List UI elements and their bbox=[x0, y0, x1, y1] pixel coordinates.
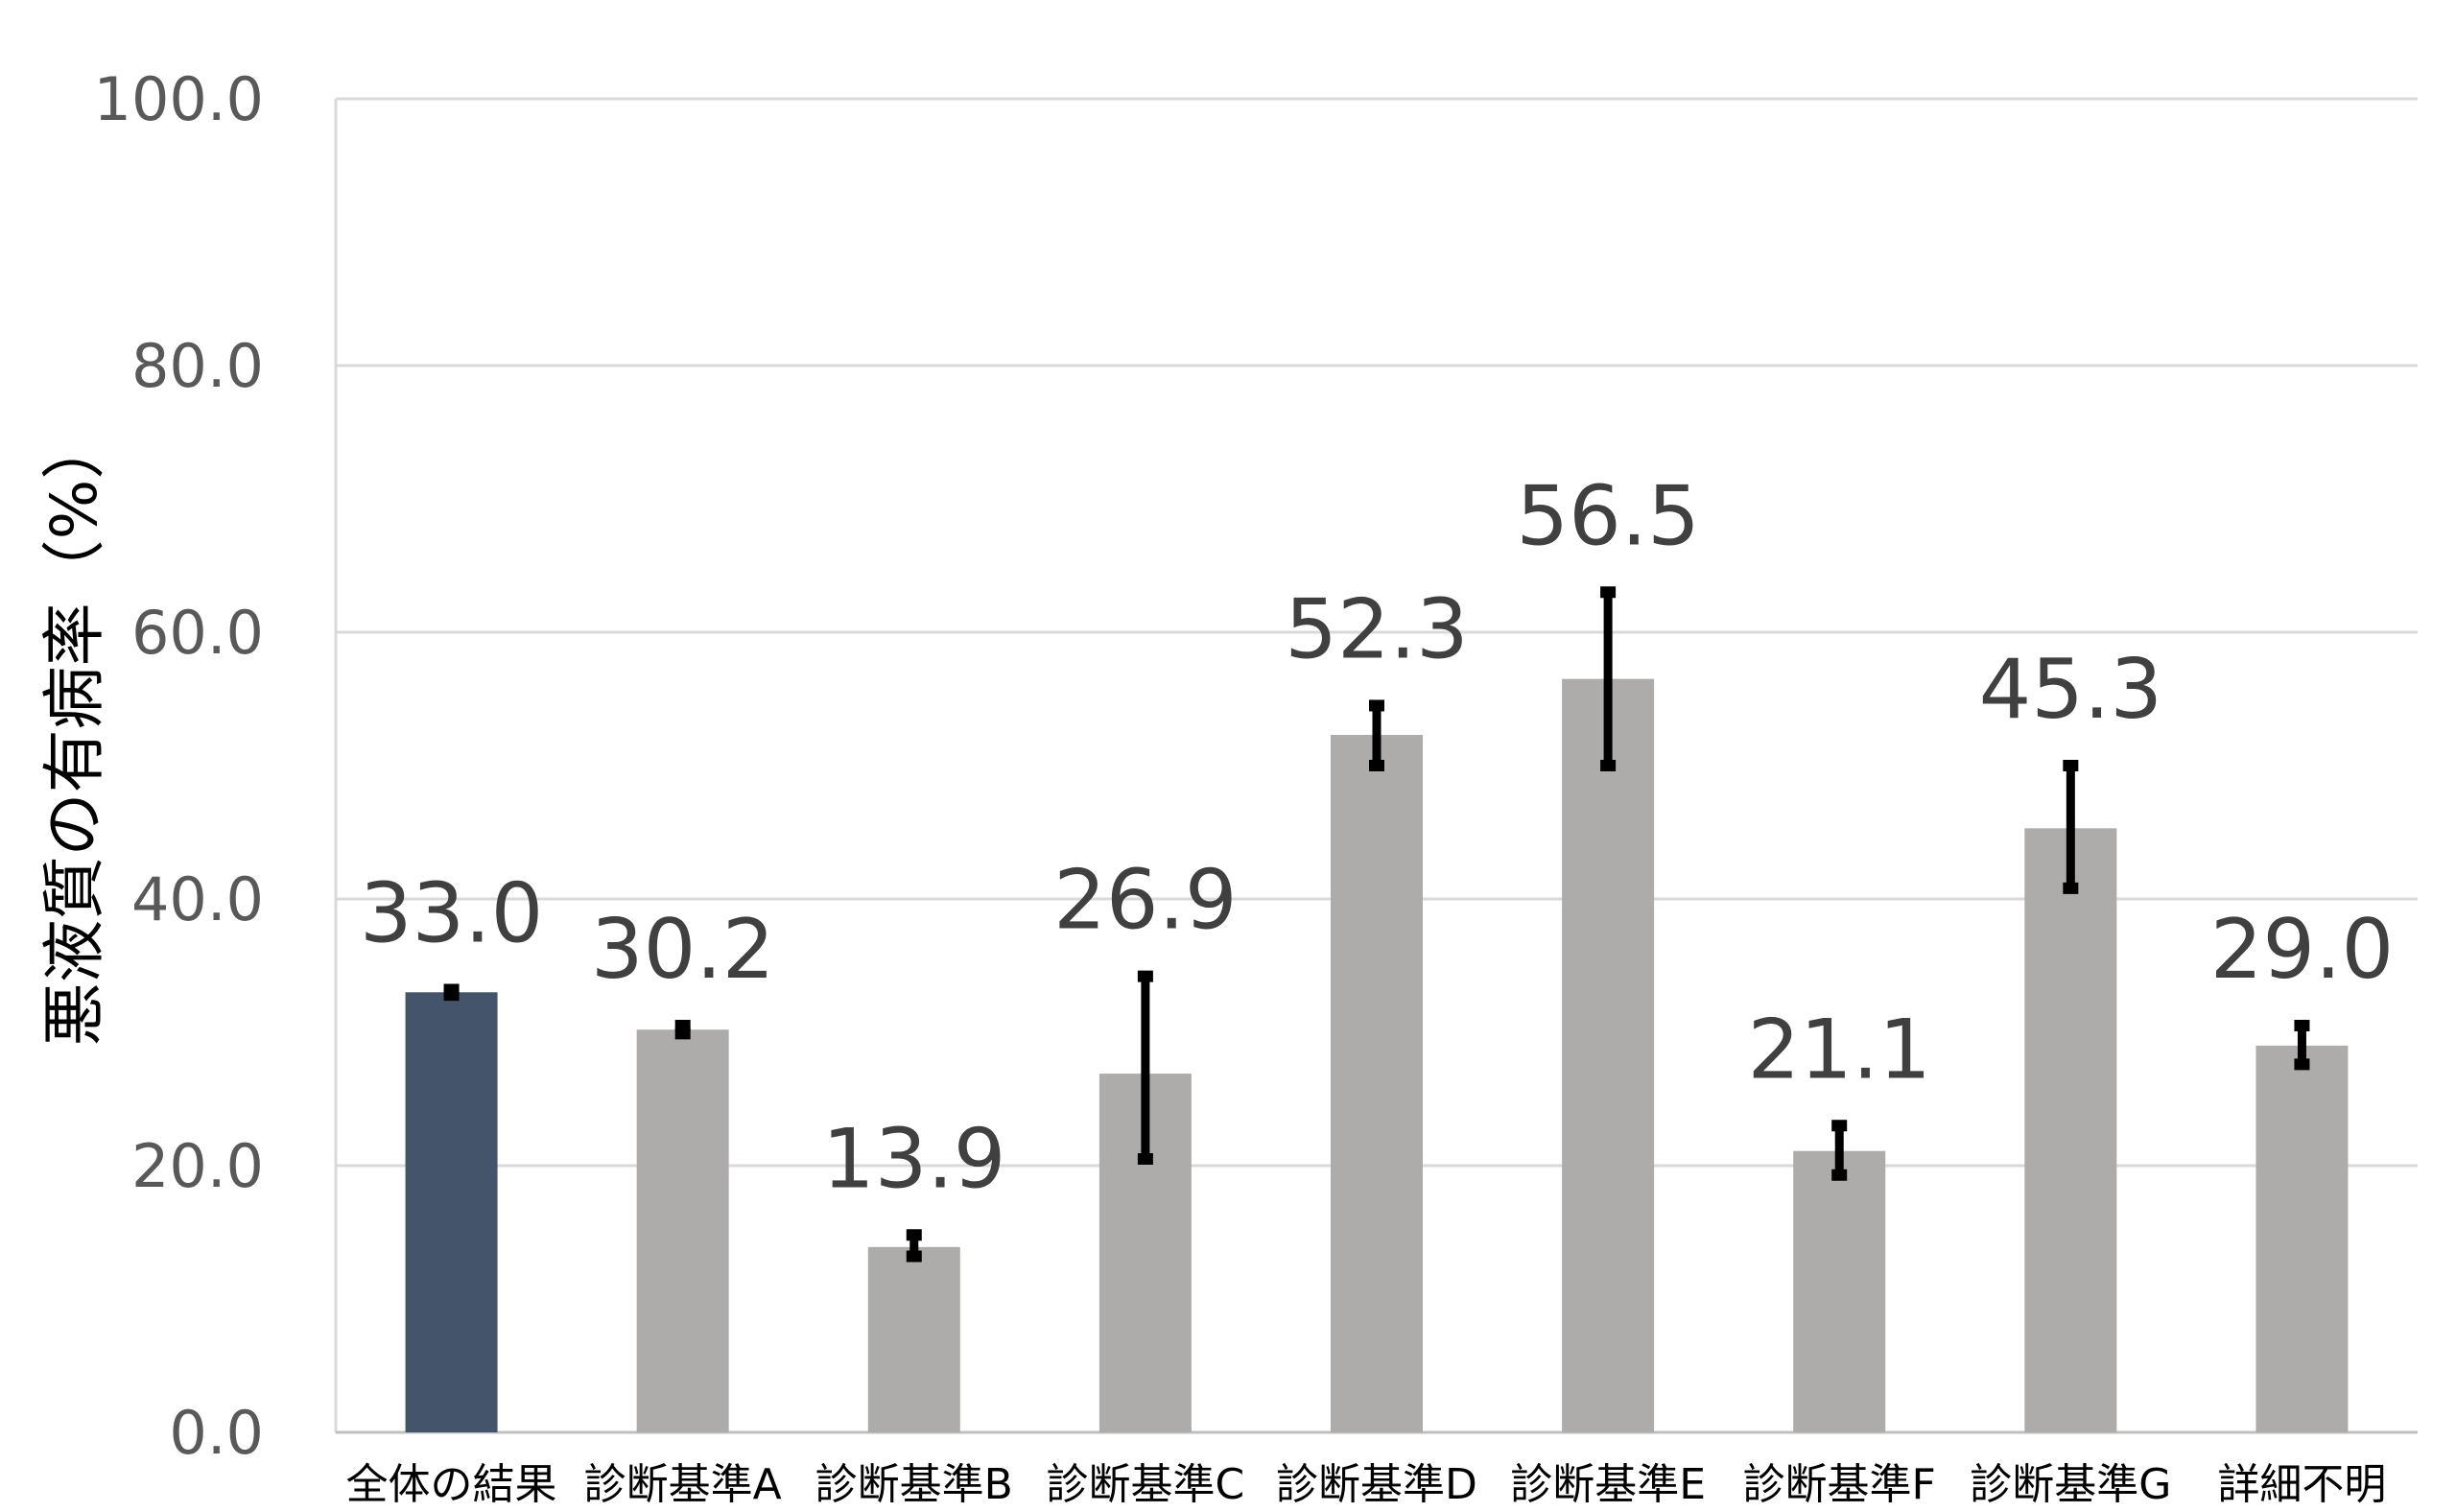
bar bbox=[2024, 828, 2117, 1432]
error-bars bbox=[443, 586, 2310, 1263]
error-bar bbox=[906, 1229, 922, 1263]
bars bbox=[405, 678, 2349, 1432]
data-label: 33.0 bbox=[360, 866, 543, 962]
y-tick-label: 20.0 bbox=[131, 1131, 264, 1201]
error-bar bbox=[1831, 1120, 1848, 1181]
x-tick-label: 診断基準A bbox=[584, 1460, 782, 1509]
error-bar bbox=[2063, 760, 2079, 894]
y-tick-label: 80.0 bbox=[131, 331, 264, 401]
x-tick-labels: 全体の結果 診断基準A 診断基準B 診断基準C 診断基準D 診断基準E 診断基準F 診断基準G… bbox=[346, 1460, 2387, 1509]
error-bar bbox=[1369, 699, 1384, 771]
error-bar bbox=[443, 983, 460, 1002]
x-tick-label: 診断基準F bbox=[1743, 1460, 1936, 1509]
bar bbox=[405, 992, 498, 1432]
error-bar bbox=[2294, 1020, 2310, 1071]
data-label: 21.1 bbox=[1747, 1002, 1930, 1098]
x-tick-label: 診断基準D bbox=[1276, 1460, 1477, 1509]
y-tick-label: 60.0 bbox=[131, 598, 264, 668]
data-label: 52.3 bbox=[1285, 581, 1468, 677]
y-tick-label: 0.0 bbox=[169, 1398, 264, 1468]
y-tick-label: 100.0 bbox=[94, 64, 265, 134]
data-label: 56.5 bbox=[1516, 468, 1699, 564]
data-label: 45.3 bbox=[1979, 642, 2162, 738]
error-bar bbox=[1600, 586, 1617, 771]
data-label: 29.0 bbox=[2210, 902, 2394, 998]
bar bbox=[2255, 1045, 2349, 1432]
x-tick-label: 診断基準B bbox=[815, 1460, 1013, 1509]
x-tick-label: 全体の結果 bbox=[346, 1460, 557, 1509]
x-tick-label: 詳細不明 bbox=[2217, 1460, 2386, 1509]
data-label: 13.9 bbox=[822, 1111, 1005, 1207]
y-axis-title: 悪液質の有病率（%） bbox=[37, 416, 111, 1047]
data-labels: 33.0 30.2 13.9 26.9 52.3 56.5 21.1 45.3 29.0 bbox=[360, 468, 2394, 1207]
y-tick-label: 40.0 bbox=[131, 864, 264, 934]
bar bbox=[636, 1029, 729, 1432]
bar bbox=[867, 1246, 960, 1432]
data-label: 30.2 bbox=[591, 902, 774, 998]
x-tick-label: 診断基準G bbox=[1970, 1460, 2171, 1509]
bar bbox=[1793, 1150, 1886, 1432]
error-bar bbox=[1137, 970, 1153, 1166]
x-tick-label: 診断基準E bbox=[1510, 1460, 1706, 1509]
bar bbox=[1562, 678, 1655, 1432]
y-tick-labels: 0.0 20.0 40.0 60.0 80.0 100.0 bbox=[94, 64, 265, 1468]
x-tick-label: 診断基準C bbox=[1047, 1460, 1245, 1509]
data-label: 26.9 bbox=[1053, 853, 1237, 949]
error-bar bbox=[674, 1020, 691, 1040]
bar bbox=[1331, 735, 1423, 1432]
